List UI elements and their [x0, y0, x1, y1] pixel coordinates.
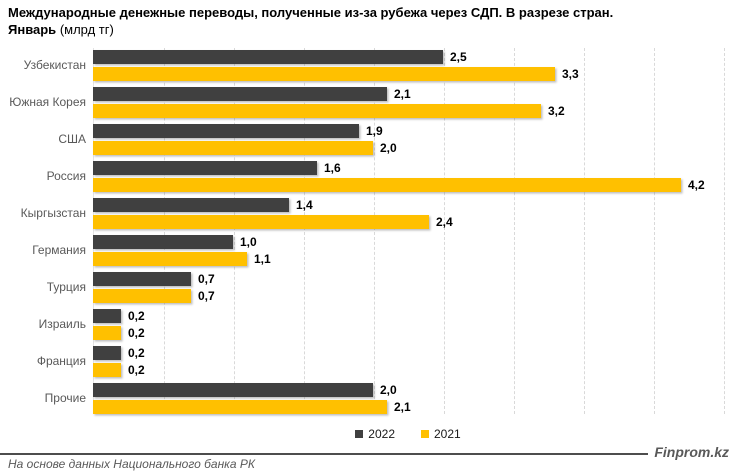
- legend-label-2022: 2022: [368, 427, 395, 441]
- bar-2021: [93, 178, 681, 192]
- row-plot: 0,2 0,2: [93, 342, 723, 379]
- gridline: [654, 48, 655, 414]
- value-label-2021: 4,2: [688, 178, 705, 192]
- value-label-2021: 0,7: [198, 289, 215, 303]
- row-plot: 2,0 2,1: [93, 379, 723, 416]
- bar-2022: [93, 161, 317, 175]
- value-label-2022: 0,2: [128, 309, 145, 323]
- category-label: Россия: [46, 168, 86, 183]
- bar-2022: [93, 309, 121, 323]
- title-line-2: Январь (млрд тг): [8, 21, 723, 38]
- category-label: Израиль: [38, 316, 86, 331]
- row-plot: 0,2 0,2: [93, 305, 723, 342]
- chart-row: США 1,9 2,0: [0, 120, 731, 157]
- legend-label-2021: 2021: [434, 427, 461, 441]
- value-label-2022: 0,2: [128, 346, 145, 360]
- value-label-2022: 1,4: [296, 198, 313, 212]
- chart-row: Узбекистан 2,5 3,3: [0, 46, 731, 83]
- category-label: Узбекистан: [23, 57, 86, 72]
- bar-chart: Узбекистан 2,5 3,3 Южная Корея 2,1 3,2 США 1,9 2…: [0, 46, 731, 420]
- gridline: [234, 48, 235, 414]
- bar-2022: [93, 346, 121, 360]
- bar-2021: [93, 400, 387, 414]
- legend-item-2022: 2022: [355, 427, 395, 441]
- footer-rule-row: Finprom.kz: [0, 444, 731, 460]
- source-note: На основе данных Национального банка РК: [8, 457, 255, 471]
- row-plot: 1,6 4,2: [93, 157, 723, 194]
- gridline: [514, 48, 515, 414]
- gridline: [164, 48, 165, 414]
- bar-2021: [93, 289, 191, 303]
- row-plot: 2,1 3,2: [93, 83, 723, 120]
- chart-row: Франция 0,2 0,2: [0, 342, 731, 379]
- legend-swatch-2022: [355, 430, 364, 438]
- gridline: [724, 48, 725, 414]
- category-label: Южная Корея: [9, 94, 86, 109]
- value-label-2021: 0,2: [128, 326, 145, 340]
- gridline: [584, 48, 585, 414]
- bar-2022: [93, 124, 359, 138]
- row-plot: 2,5 3,3: [93, 46, 723, 83]
- category-label: США: [58, 131, 86, 146]
- bar-2021: [93, 326, 121, 340]
- chart-row: Кыргызстан 1,4 2,4: [0, 194, 731, 231]
- category-label: Кыргызстан: [20, 205, 86, 220]
- bar-2021: [93, 215, 429, 229]
- value-label-2021: 0,2: [128, 363, 145, 377]
- value-label-2022: 1,0: [240, 235, 257, 249]
- value-label-2021: 3,2: [548, 104, 565, 118]
- bar-2022: [93, 383, 373, 397]
- value-label-2022: 2,0: [380, 383, 397, 397]
- bar-2021: [93, 67, 555, 81]
- bar-2021: [93, 363, 121, 377]
- bar-2022: [93, 235, 233, 249]
- bar-2021: [93, 104, 541, 118]
- chart-row: Турция 0,7 0,7: [0, 268, 731, 305]
- value-label-2022: 0,7: [198, 272, 215, 286]
- bar-2022: [93, 198, 289, 212]
- title-line-1: Международные денежные переводы, получен…: [8, 5, 614, 20]
- chart-title: Международные денежные переводы, получен…: [8, 4, 723, 38]
- chart-row: Россия 1,6 4,2: [0, 157, 731, 194]
- category-label: Германия: [32, 242, 86, 257]
- brand-watermark: Finprom.kz: [654, 444, 729, 460]
- value-label-2022: 1,9: [366, 124, 383, 138]
- bar-2021: [93, 252, 247, 266]
- legend-swatch-2021: [421, 430, 429, 438]
- value-label-2022: 1,6: [324, 161, 341, 175]
- title-month: Январь: [8, 22, 57, 37]
- category-label: Прочие: [44, 390, 86, 405]
- value-label-2021: 2,4: [436, 215, 453, 229]
- legend-item-2021: 2021: [421, 427, 461, 441]
- gridlines-layer: [93, 48, 725, 414]
- value-label-2022: 2,1: [394, 87, 411, 101]
- title-units: (млрд тг): [59, 22, 114, 37]
- row-plot: 1,4 2,4: [93, 194, 723, 231]
- value-label-2021: 2,1: [394, 400, 411, 414]
- value-label-2021: 2,0: [380, 141, 397, 155]
- value-label-2021: 3,3: [562, 67, 579, 81]
- chart-row: Германия 1,0 1,1: [0, 231, 731, 268]
- footer-rule: [0, 453, 649, 455]
- row-plot: 0,7 0,7: [93, 268, 723, 305]
- bar-2022: [93, 272, 191, 286]
- chart-legend: 2022 2021: [93, 426, 723, 442]
- gridline: [444, 48, 445, 414]
- bar-2022: [93, 50, 443, 64]
- category-label: Турция: [46, 279, 86, 294]
- value-label-2021: 1,1: [254, 252, 271, 266]
- category-label: Франция: [36, 353, 86, 368]
- row-plot: 1,0 1,1: [93, 231, 723, 268]
- gridline: [374, 48, 375, 414]
- chart-row: Прочие 2,0 2,1: [0, 379, 731, 416]
- row-plot: 1,9 2,0: [93, 120, 723, 157]
- chart-row: Южная Корея 2,1 3,2: [0, 83, 731, 120]
- chart-row: Израиль 0,2 0,2: [0, 305, 731, 342]
- bar-2021: [93, 141, 373, 155]
- value-label-2022: 2,5: [450, 50, 467, 64]
- bar-2022: [93, 87, 387, 101]
- gridline: [304, 48, 305, 414]
